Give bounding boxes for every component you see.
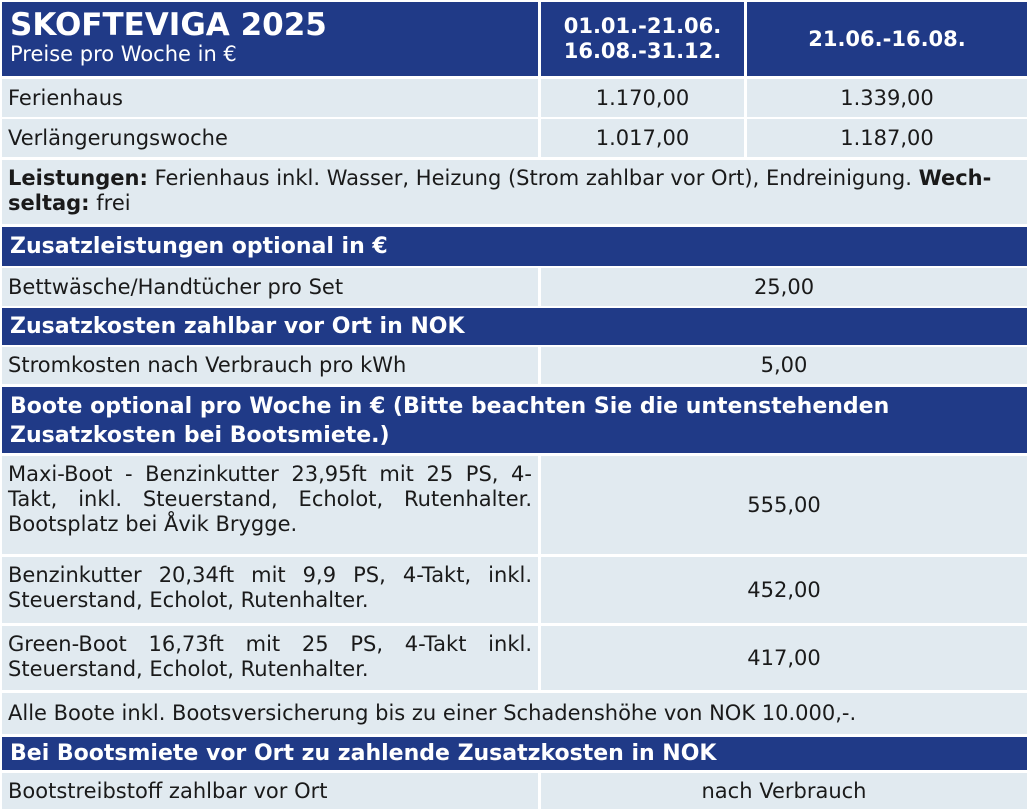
price-row-value: 1.170,00 [541, 79, 744, 117]
extras-value: 25,00 [541, 268, 1027, 306]
extras-label: Bettwäsche/Handtücher pro Set [2, 268, 538, 306]
page-subtitle: Preise pro Woche in € [10, 42, 237, 66]
services-text: Ferienhaus inkl. Wasser, Heizung (Strom … [147, 166, 919, 190]
boat-costs-label: Bootstreibstoff zahlbar vor Ort [2, 773, 538, 809]
local-costs-value: 5,00 [541, 347, 1027, 384]
boat-label: Green-Boot 16,73ft mit 25 PS, 4-Takt ink… [2, 626, 538, 690]
boat-label: Benzinkutter 20,34ft mit 9,9 PS, 4-Takt,… [2, 557, 538, 623]
price-row-label: Ferienhaus [2, 79, 538, 117]
season-1-line-2: 16.08.-31.12. [563, 39, 722, 63]
boats-heading: Boote optional pro Woche in € (Bitte bea… [2, 387, 1027, 453]
boat-label: Maxi-Boot - Benzinkutter 23,95ft mit 25 … [2, 456, 538, 554]
local-costs-label: Stromkosten nach Verbrauch pro kWh [2, 347, 538, 384]
boat-price: 555,00 [541, 456, 1027, 554]
local-costs-heading: Zusatzkosten zahlbar vor Ort in NOK [2, 308, 1027, 345]
price-row-value: 1.339,00 [747, 79, 1027, 117]
boat-price: 452,00 [541, 557, 1027, 623]
extras-heading: Zusatzleistungen optional in € [2, 227, 1027, 266]
season-1-header: 01.01.-21.06. 16.08.-31.12. [541, 2, 744, 76]
season-2-label: 21.06.-16.08. [808, 26, 966, 51]
season-2-header: 21.06.-16.08. [747, 2, 1027, 76]
boat-price: 417,00 [541, 626, 1027, 690]
boat-costs-heading: Bei Bootsmiete vor Ort zu zahlende Zusat… [2, 737, 1027, 770]
boat-costs-value: nach Verbrauch [541, 773, 1027, 809]
services-label: Leistungen: [8, 166, 148, 190]
price-row-value: 1.187,00 [747, 119, 1027, 157]
insurance-note: Alle Boote inkl. Bootsversicherung bis z… [2, 693, 1027, 734]
title-cell: SKOFTEVIGA 2025 Preise pro Woche in € [2, 2, 538, 76]
page-title: SKOFTEVIGA 2025 [10, 7, 327, 43]
price-row-value: 1.017,00 [541, 119, 744, 157]
changeover-day-value: frei [89, 191, 131, 215]
season-1-line-1: 01.01.-21.06. [563, 14, 722, 38]
changeover-day-label: Wech-seltag: [8, 166, 992, 215]
price-row-label: Verlängerungswoche [2, 119, 538, 157]
services-note: Leistungen: Ferienhaus inkl. Wasser, Hei… [2, 160, 1027, 224]
